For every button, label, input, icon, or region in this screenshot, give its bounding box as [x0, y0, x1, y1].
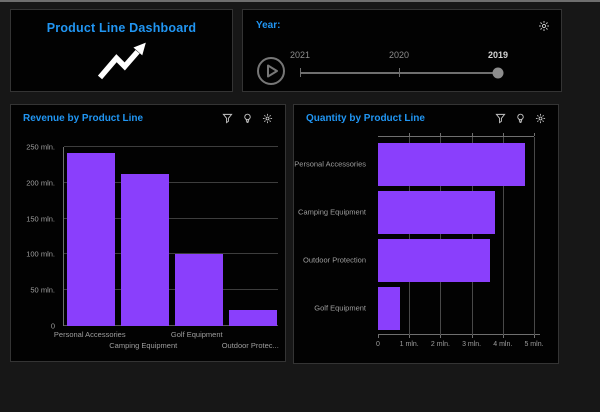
- axis-tick: [409, 335, 411, 338]
- slider-handle[interactable]: [492, 67, 504, 79]
- gridline: [64, 181, 278, 183]
- lightbulb-icon[interactable]: [515, 113, 526, 124]
- filter-icon[interactable]: [222, 113, 233, 124]
- page-title: Product Line Dashboard: [46, 21, 197, 35]
- revenue-x-axis-labels: Personal Accessories Camping Equipment Gol…: [54, 330, 279, 356]
- quantity-chart-card: Quantity by Product Line Personal Access…: [293, 104, 559, 364]
- gear-icon[interactable]: [535, 113, 546, 124]
- quantity-x-axis-line: [378, 334, 540, 338]
- x-category-label: Camping Equipment: [109, 341, 178, 350]
- y-tick-label: 0: [50, 321, 55, 331]
- axis-tick: [409, 133, 411, 136]
- x-tick-label: 2 mln.: [430, 341, 450, 348]
- gridline: [64, 325, 278, 326]
- bar-personal-accessories[interactable]: [378, 143, 525, 186]
- bar-outdoor-protection[interactable]: [229, 309, 277, 326]
- x-category-label: Outdoor Protec...: [221, 341, 279, 350]
- y-category-label: Golf Equipment: [314, 303, 366, 312]
- y-tick-label: 250 mln.: [26, 142, 55, 152]
- y-tick-label: 150 mln.: [26, 214, 55, 224]
- axis-tick: [471, 133, 473, 136]
- axis-tick: [440, 335, 442, 338]
- x-tick-label: 5 mln.: [524, 341, 544, 348]
- bar-golf-equipment[interactable]: [378, 287, 400, 330]
- revenue-chart-title: Revenue by Product Line: [23, 113, 144, 124]
- bar-personal-accessories[interactable]: [67, 152, 115, 326]
- filter-icon[interactable]: [495, 113, 506, 124]
- year-filter-label: Year:: [256, 20, 281, 31]
- x-category-label: Golf Equipment: [170, 330, 223, 339]
- gridline: [64, 289, 278, 291]
- gridline: [534, 137, 535, 335]
- quantity-chart-title: Quantity by Product Line: [306, 113, 425, 124]
- revenue-chart-header: Revenue by Product Line: [11, 105, 285, 131]
- y-tick-label: 50 mln.: [30, 285, 55, 295]
- trending-up-arrow-icon: [97, 42, 146, 80]
- bar-outdoor-protection[interactable]: [378, 239, 491, 282]
- x-tick-label: 0: [376, 341, 380, 348]
- axis-tick: [378, 335, 379, 338]
- gear-icon[interactable]: [538, 19, 550, 37]
- lightbulb-icon[interactable]: [242, 113, 253, 124]
- year-filter-card: Year: 2021 2020 2019: [242, 9, 562, 92]
- slider-tick: [399, 68, 400, 77]
- quantity-category-labels: Personal Accessories Camping Equipment Out…: [294, 136, 372, 334]
- gridline: [440, 137, 442, 335]
- gear-icon[interactable]: [262, 113, 273, 124]
- year-option-2021[interactable]: 2021: [289, 50, 311, 60]
- revenue-chart-card: Revenue by Product Line 0 50 mln. 100 mln.…: [10, 104, 286, 362]
- year-option-2019[interactable]: 2019: [487, 50, 509, 60]
- gridline: [471, 137, 473, 335]
- quantity-x-axis-labels: 0 1 mln. 2 mln. 3 mln. 4 mln. 5 mln.: [376, 341, 543, 353]
- window-top-edge: [0, 0, 600, 2]
- y-tick-label: 100 mln.: [26, 249, 55, 259]
- x-tick-label: 1 mln.: [399, 341, 419, 348]
- quantity-plot-area: [378, 133, 535, 335]
- y-category-label: Camping Equipment: [298, 207, 366, 216]
- quantity-chart-header: Quantity by Product Line: [294, 105, 558, 131]
- gridline: [409, 137, 411, 335]
- x-category-label: Personal Accessories: [53, 330, 126, 339]
- bar-camping-equipment[interactable]: [378, 191, 495, 234]
- bar-golf-equipment[interactable]: [175, 254, 223, 326]
- x-tick-label: 4 mln.: [493, 341, 513, 348]
- gridline: [502, 137, 504, 335]
- title-card: Product Line Dashboard: [10, 9, 233, 92]
- revenue-y-axis-labels: 0 50 mln. 100 mln. 150 mln. 200 mln. 250 mln.: [11, 143, 59, 331]
- y-category-label: Outdoor Protection: [303, 255, 366, 264]
- x-tick-label: 3 mln.: [462, 341, 482, 348]
- axis-tick: [534, 133, 535, 136]
- axis-tick: [502, 133, 504, 136]
- axis-tick: [440, 133, 442, 136]
- play-button[interactable]: [256, 56, 286, 91]
- gridline: [64, 217, 278, 219]
- y-category-label: Personal Accessories: [294, 159, 366, 168]
- axis-tick: [502, 335, 504, 338]
- axis-tick: [534, 335, 535, 338]
- year-option-2020[interactable]: 2020: [388, 50, 410, 60]
- slider-tick: [300, 68, 301, 77]
- y-tick-label: 200 mln.: [26, 178, 55, 188]
- revenue-plot-area: [63, 146, 278, 326]
- axis-tick: [471, 335, 473, 338]
- bar-camping-equipment[interactable]: [121, 173, 169, 326]
- year-slider[interactable]: 2021 2020 2019: [290, 48, 508, 90]
- gridline: [64, 146, 278, 147]
- gridline: [64, 253, 278, 255]
